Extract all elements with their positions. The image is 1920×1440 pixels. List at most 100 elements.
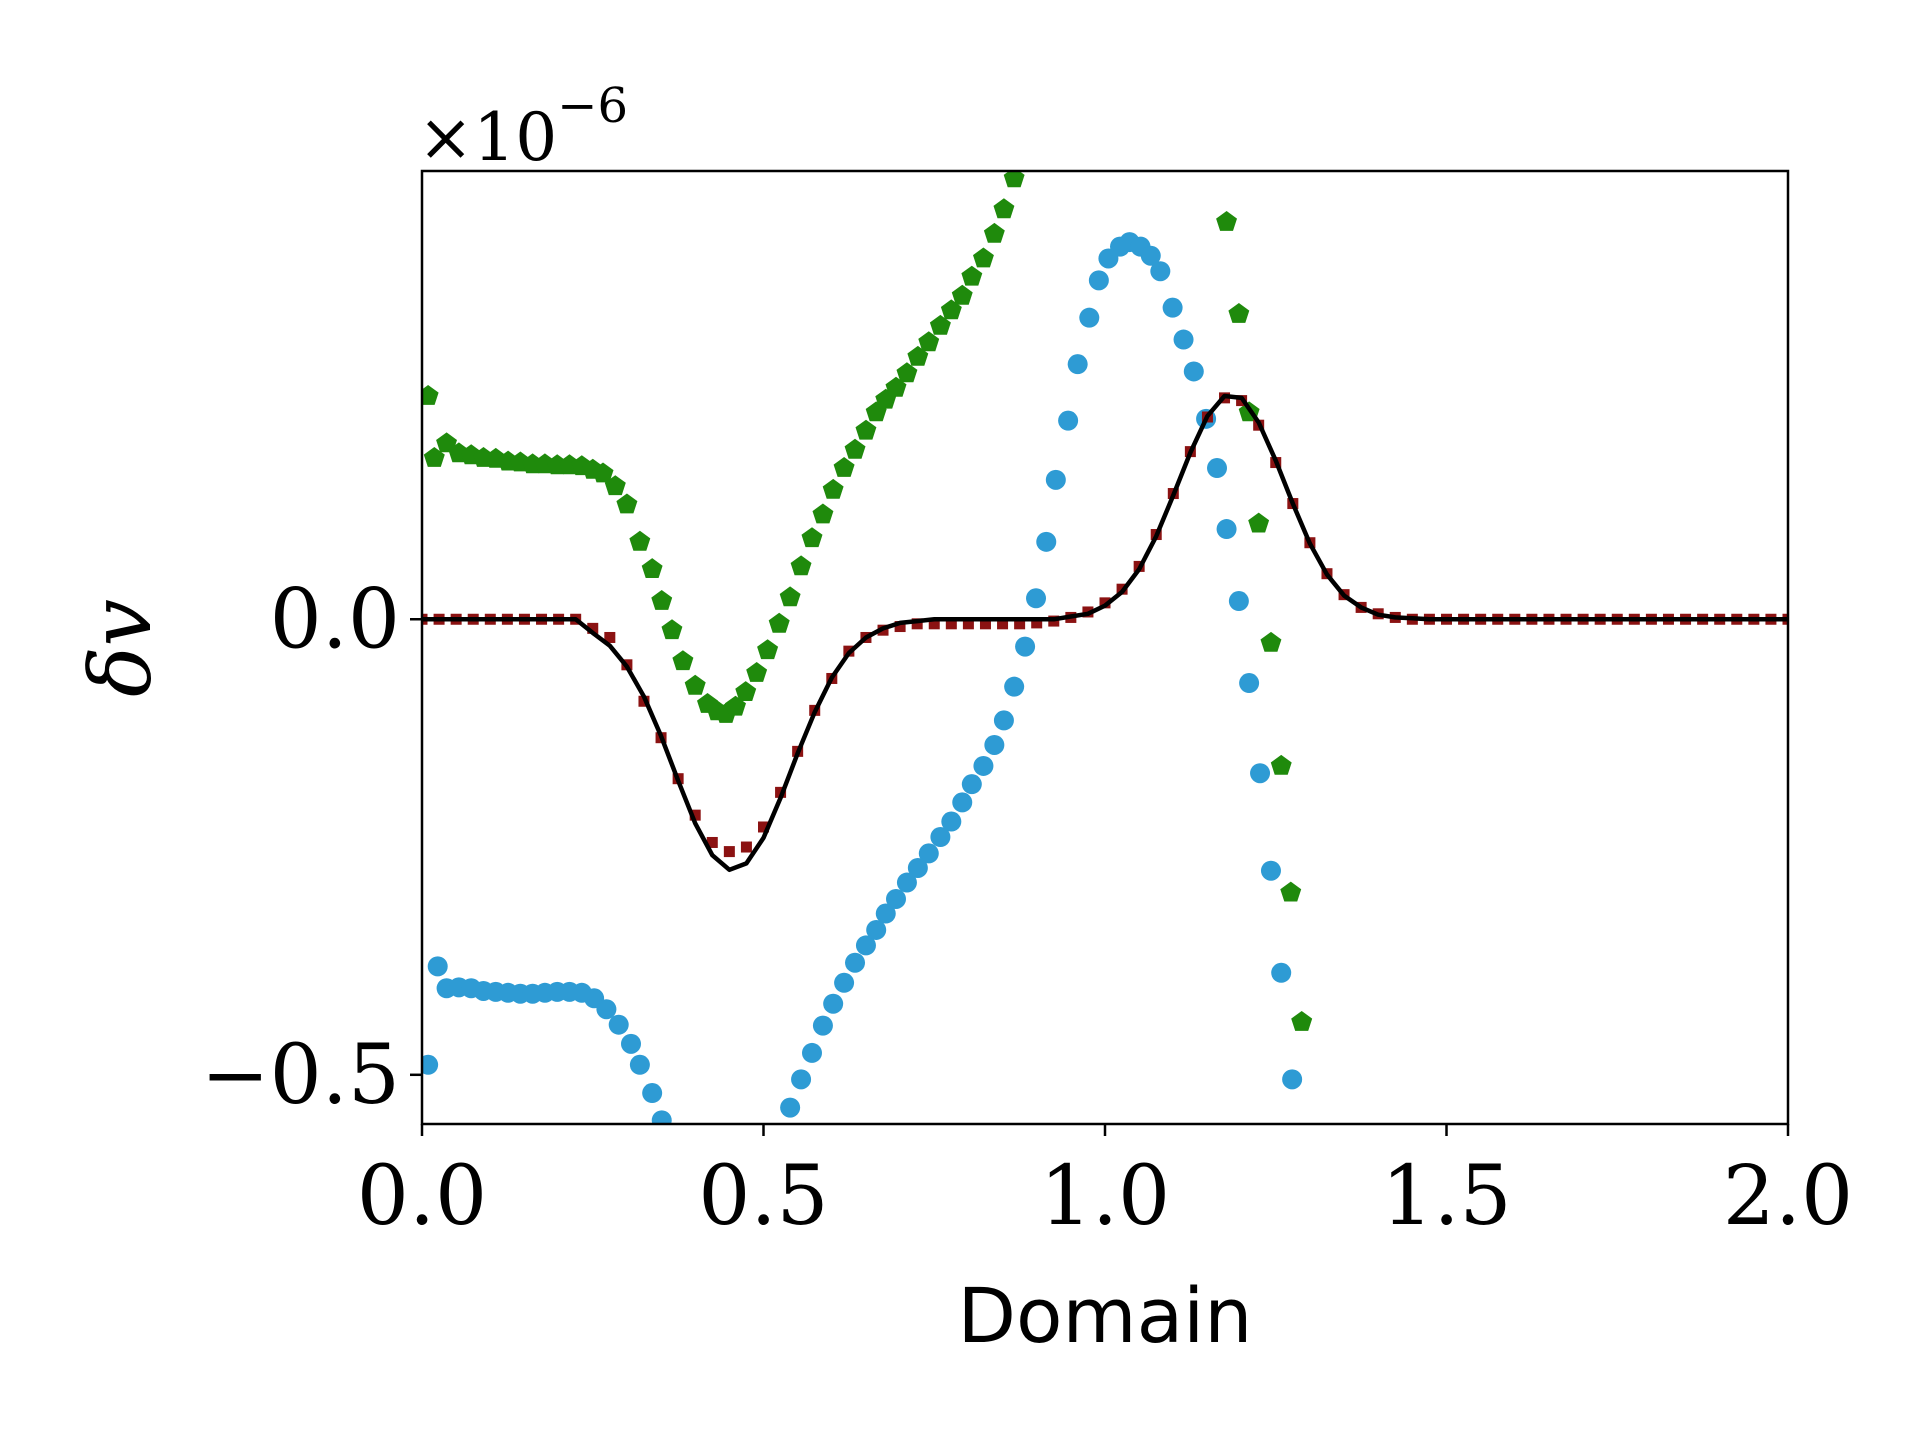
x-tick-label: 0.0 [357,1149,487,1244]
data-point [801,1042,822,1063]
data-point [801,527,823,548]
data-point [896,362,918,383]
data-point [651,590,673,610]
x-tick-label: 2.0 [1723,1149,1853,1244]
data-point [661,619,683,640]
data-point [1271,962,1292,983]
data-point [629,530,651,551]
data-point [587,622,599,634]
data-line [422,393,1788,873]
x-tick-label: 1.0 [1040,1149,1170,1244]
data-point [1248,512,1270,533]
data-point [928,618,940,630]
data-point [993,710,1014,731]
data-point [1031,617,1043,629]
plot-area [422,171,1788,1124]
data-point [983,222,1005,243]
data-point [1004,676,1025,697]
data-point [1058,410,1079,431]
data-point [608,1014,629,1035]
data-point [1282,1069,1303,1090]
data-point [918,331,940,352]
y-tick-label: −0.5 [201,1028,400,1123]
data-point [941,811,962,832]
axes-frame [420,169,1790,1126]
data-point [911,618,923,630]
data-point [1260,860,1281,881]
data-point [855,935,876,956]
data-point [790,555,812,576]
data-point [723,846,735,858]
x-tick-label: 0.5 [698,1149,828,1244]
x-tick-label: 1.5 [1381,1149,1511,1244]
data-point [672,650,694,671]
data-point [962,618,974,630]
data-point [1003,171,1025,188]
data-point [984,734,1005,755]
data-point [791,1069,812,1090]
data-point [979,618,991,630]
data-point [1026,588,1047,609]
data-point [780,1097,801,1118]
y-tick-label: 0.0 [270,572,400,667]
data-point [930,827,951,848]
data-point [907,857,928,878]
data-point [604,631,616,643]
data-point [746,662,768,682]
data-point [1216,211,1237,231]
data-point [1036,531,1057,552]
data-point [423,447,445,467]
data-point [620,1033,641,1054]
data-point [1216,519,1237,540]
data-point [834,972,855,993]
data-point [1150,261,1171,282]
data-point [1228,591,1249,612]
data-point [845,952,866,973]
data-point [1183,361,1204,382]
data-point [812,1015,833,1036]
data-point [822,478,844,499]
data-point [592,462,614,483]
data-point [1250,763,1271,784]
data-point [1014,618,1026,630]
data-point [1067,354,1088,375]
data-point [875,903,896,924]
data-point [427,956,448,977]
data-point [929,314,951,335]
data-point [951,284,973,305]
data-point [823,993,844,1014]
data-point [422,385,439,405]
data-point [997,618,1009,630]
data-point [973,755,994,776]
data-point [1045,469,1066,490]
data-point [1088,270,1109,291]
data-point [961,265,983,286]
data-point [436,432,457,453]
data-point [1207,458,1228,479]
data-point [918,843,939,864]
data-point [866,919,887,940]
y-offset-text: ×10−6 [418,78,628,176]
data-point [1079,307,1100,328]
data-point [993,198,1015,219]
data-point [735,681,757,701]
data-point [651,1110,672,1124]
data-point [1270,754,1292,775]
data-point [896,872,917,893]
data-point [757,639,779,660]
data-point [973,247,994,268]
data-point [1173,329,1194,350]
ticks: 0.0 0.5 1.0 1.5 2.0 −0.5 0.0 [201,572,1853,1244]
data-point [886,888,907,909]
data-point [758,821,769,833]
data-point [706,836,718,848]
data-point [422,1054,439,1075]
offset-base: ×10 [418,99,557,176]
data-point [945,618,957,630]
data-point [642,1083,663,1104]
data-point [1162,297,1183,318]
data-point [604,475,626,496]
data-point [616,493,638,514]
data-point [740,841,752,853]
